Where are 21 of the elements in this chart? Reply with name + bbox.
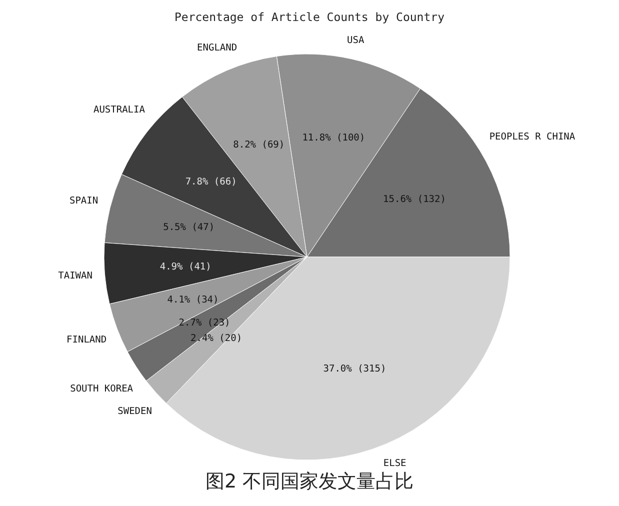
slice-label: USA	[347, 34, 364, 46]
data-label: 37.0% (315)	[323, 364, 386, 375]
data-label: 7.8% (66)	[185, 176, 237, 188]
data-label: 5.5% (47)	[163, 222, 215, 233]
slice-label: ELSE	[383, 458, 407, 469]
chart-title: Percentage of Article Counts by Country	[174, 10, 445, 24]
data-label: 4.9% (41)	[160, 261, 212, 272]
slice-label: SOUTH KOREA	[70, 384, 134, 395]
slice-label: ENGLAND	[197, 42, 238, 54]
slice-label: SWEDEN	[118, 406, 152, 417]
data-label: 15.6% (132)	[383, 194, 446, 206]
slice-label: PEOPLES R CHINA	[489, 131, 576, 142]
data-label: 2.4% (20)	[190, 332, 242, 344]
slice-label: SPAIN	[69, 196, 98, 207]
slice-label: TAIWAN	[58, 270, 93, 282]
data-label: 11.8% (100)	[302, 132, 366, 144]
data-label: 8.2% (69)	[233, 140, 285, 151]
slice-label: AUSTRALIA	[93, 104, 146, 116]
slice-label: FINLAND	[66, 334, 107, 346]
data-label: 4.1% (34)	[167, 294, 219, 306]
caption: 图2 不同国家发文量占比	[205, 470, 414, 492]
